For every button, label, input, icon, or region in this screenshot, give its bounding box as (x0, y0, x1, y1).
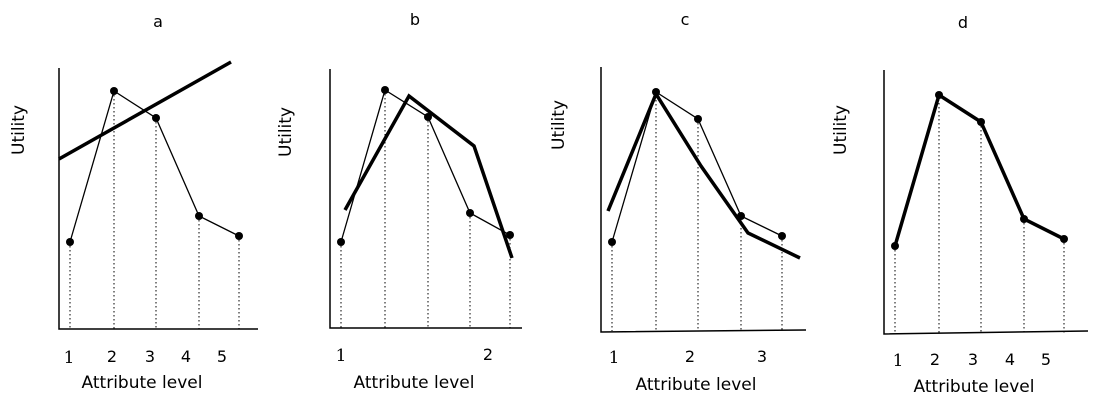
panel-b-tick: 2 (483, 345, 493, 364)
panel-c-point (652, 88, 660, 96)
panel-a-tick: 3 (145, 347, 155, 366)
panel-d-axes (883, 70, 1089, 335)
panel-d-point (891, 242, 899, 250)
panel-d-tick: 4 (1005, 350, 1015, 369)
panel-c-point (737, 212, 745, 220)
panel-d-tick: 5 (1041, 350, 1051, 369)
panel-a-y-axis-title: Utility (9, 105, 29, 155)
panel-c-point (608, 238, 616, 246)
panel-b-point (506, 231, 514, 239)
panel-c-x-axis-title: Attribute level (636, 375, 757, 395)
panel-b: b Utility 1 2 Attribute level (276, 10, 522, 393)
panel-c-tick: 1 (609, 348, 620, 368)
panel-b-part-worth-line (340, 88, 511, 243)
panel-c-part-worth-line (611, 90, 783, 243)
panel-b-point (381, 86, 389, 94)
panel-d-letter: d (958, 13, 968, 32)
panel-b-point (337, 238, 345, 246)
panel-d-y-axis-title: Utility (831, 105, 851, 155)
panel-d-tick: 3 (968, 350, 978, 369)
panel-c-point (778, 232, 786, 240)
panel-c-letter: c (681, 10, 690, 29)
panel-c-y-axis-title: Utility (549, 100, 569, 150)
panel-b-letter: b (410, 10, 420, 29)
panel-b-y-axis-title: Utility (276, 107, 296, 157)
panel-a-tick: 2 (107, 347, 117, 366)
panel-c: c Utility 1 2 3 Attribute level (549, 10, 807, 395)
panel-c-axes (600, 67, 807, 333)
panel-d-point (935, 91, 943, 99)
panel-c-point (694, 115, 702, 123)
panel-a-point (235, 232, 243, 240)
panel-d-fit-line (893, 92, 1065, 247)
panel-d-tick: 2 (930, 350, 940, 369)
panel-a: a Utility 1 2 3 4 5 Attribute level (9, 12, 258, 393)
panel-d: d Utility 1 2 3 4 5 Attribute level (831, 13, 1089, 397)
panel-d-point (1060, 235, 1068, 243)
panel-c-tick: 3 (757, 347, 767, 366)
panel-c-piecewise-fit-line (606, 90, 801, 260)
panel-a-x-axis-title: Attribute level (82, 373, 203, 393)
panel-b-axes (329, 69, 522, 329)
panel-a-tick: 5 (217, 347, 227, 366)
panel-a-tick: 4 (181, 347, 191, 366)
panel-b-x-axis-title: Attribute level (354, 373, 475, 393)
panel-a-tick: 1 (64, 348, 75, 368)
panel-b-tick: 1 (336, 346, 347, 366)
panel-a-point (66, 238, 74, 246)
panel-a-part-worth-line (69, 89, 240, 243)
panel-a-drop-lines (69, 91, 240, 329)
panel-b-piecewise-fit-line (343, 93, 514, 259)
panel-d-point (977, 118, 985, 126)
panel-a-point (152, 114, 160, 122)
panel-b-point (424, 113, 432, 121)
panel-b-drop-lines (340, 90, 511, 328)
panel-a-axes (58, 68, 258, 330)
panel-d-drop-lines (894, 95, 1065, 333)
panel-a-point (195, 212, 203, 220)
panel-d-x-axis-title: Attribute level (914, 377, 1035, 397)
panel-d-point (1020, 215, 1028, 223)
panel-a-point (110, 87, 118, 95)
panel-a-letter: a (153, 12, 163, 31)
panel-b-point (466, 209, 474, 217)
panel-c-tick: 2 (685, 347, 695, 366)
panel-d-tick: 1 (893, 351, 904, 371)
panel-c-drop-lines (611, 92, 783, 331)
